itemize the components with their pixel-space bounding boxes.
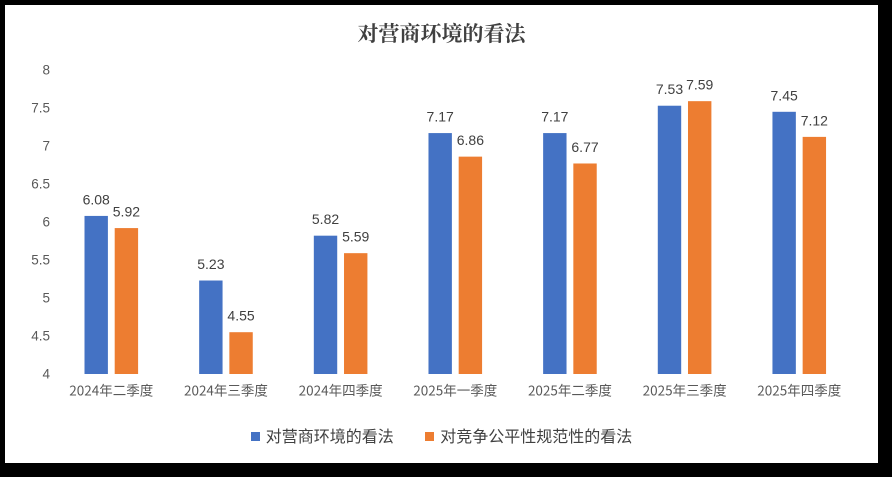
svg-text:5.5: 5.5 [31,253,50,268]
svg-text:4.55: 4.55 [227,308,254,324]
svg-text:4.5: 4.5 [31,329,50,344]
svg-text:4: 4 [42,367,50,382]
svg-text:7.45: 7.45 [771,87,798,103]
svg-text:7.59: 7.59 [686,77,713,93]
svg-text:2025年二季度: 2025年二季度 [528,380,612,400]
svg-text:6.86: 6.86 [457,132,484,148]
svg-text:6: 6 [42,215,50,230]
svg-text:7: 7 [42,139,50,154]
svg-text:7.17: 7.17 [427,109,454,125]
svg-text:2025年四季度: 2025年四季度 [757,380,841,400]
svg-text:5.82: 5.82 [312,211,339,227]
svg-text:2024年三季度: 2024年三季度 [184,380,268,400]
svg-text:6.08: 6.08 [83,191,110,207]
svg-text:7.5: 7.5 [31,101,50,116]
svg-text:7.53: 7.53 [656,81,683,97]
svg-text:8: 8 [42,63,50,78]
svg-text:6.5: 6.5 [31,177,50,192]
svg-text:5.59: 5.59 [342,229,369,245]
svg-text:5.92: 5.92 [113,204,140,220]
svg-text:2024年四季度: 2024年四季度 [299,380,383,400]
svg-text:7.12: 7.12 [801,112,828,128]
svg-text:6.77: 6.77 [571,139,598,155]
svg-text:5.23: 5.23 [197,256,224,272]
svg-text:2024年二季度: 2024年二季度 [69,380,153,400]
svg-text:2025年三季度: 2025年三季度 [643,380,727,400]
svg-text:2025年一季度: 2025年一季度 [413,380,497,400]
svg-text:7.17: 7.17 [541,109,568,125]
svg-text:5: 5 [42,291,50,306]
